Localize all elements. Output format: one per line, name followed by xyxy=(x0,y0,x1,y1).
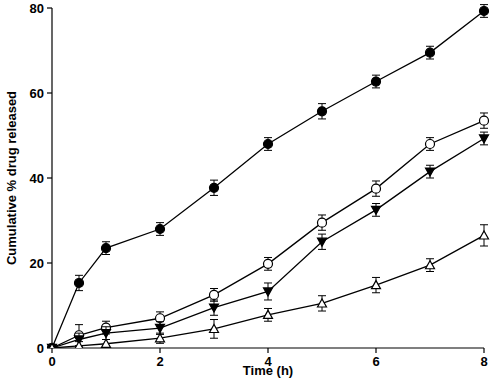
error-bar xyxy=(426,165,434,178)
series-line xyxy=(52,11,484,348)
y-tick xyxy=(47,177,52,178)
marker xyxy=(156,225,165,234)
error-bar xyxy=(156,333,164,343)
y-tick xyxy=(47,92,52,93)
marker xyxy=(210,183,219,192)
marker xyxy=(318,299,327,307)
x-tick-label: 0 xyxy=(48,354,55,369)
error-bar xyxy=(372,277,380,292)
x-axis-label: Time (h) xyxy=(243,363,293,378)
marker xyxy=(426,168,435,176)
series-line xyxy=(52,235,484,348)
marker xyxy=(426,48,435,57)
y-tick-label: 40 xyxy=(30,171,44,186)
series xyxy=(48,225,489,348)
marker xyxy=(210,324,219,332)
marker xyxy=(372,281,381,289)
x-tick-label: 2 xyxy=(156,354,163,369)
marker xyxy=(210,304,219,312)
series-line xyxy=(52,138,484,348)
error-bar xyxy=(264,138,272,151)
y-tick-label: 60 xyxy=(30,86,44,101)
marker xyxy=(318,218,327,227)
marker xyxy=(480,135,489,143)
error-bar xyxy=(318,215,326,230)
marker xyxy=(156,334,165,342)
chart: 02040608002468Time (h)Cumulative % drug … xyxy=(0,0,500,379)
marker xyxy=(480,6,489,15)
marker xyxy=(102,244,111,253)
marker xyxy=(102,339,111,347)
error-bar xyxy=(156,223,164,236)
series xyxy=(48,113,489,348)
marker xyxy=(480,116,489,125)
marker xyxy=(426,140,435,149)
marker xyxy=(102,330,111,338)
marker xyxy=(75,278,84,287)
error-bar xyxy=(372,75,380,88)
x-tick xyxy=(51,348,52,353)
series-line xyxy=(52,121,484,348)
marker xyxy=(210,290,219,299)
error-bar xyxy=(372,181,380,196)
x-tick xyxy=(375,348,376,353)
series xyxy=(48,132,489,348)
marker xyxy=(264,259,273,268)
chart-container: 02040608002468Time (h)Cumulative % drug … xyxy=(0,0,500,379)
marker xyxy=(480,231,489,239)
error-bar xyxy=(102,242,110,255)
marker xyxy=(264,310,273,318)
error-bar xyxy=(210,289,218,302)
error-bar xyxy=(75,342,83,348)
error-bar xyxy=(318,234,326,249)
x-tick xyxy=(483,348,484,353)
error-bar xyxy=(156,322,164,335)
error-bar xyxy=(210,180,218,195)
error-bar xyxy=(480,225,488,246)
y-tick xyxy=(47,262,52,263)
x-tick-label: 8 xyxy=(480,354,487,369)
marker xyxy=(264,288,273,296)
error-bar xyxy=(372,204,380,217)
series xyxy=(48,5,489,348)
y-tick xyxy=(47,7,52,8)
x-tick xyxy=(267,348,268,353)
y-axis-label: Cumulative % drug released xyxy=(4,91,19,265)
y-tick-label: 20 xyxy=(30,256,44,271)
error-bar xyxy=(480,113,488,128)
error-bar xyxy=(102,327,110,340)
error-bar xyxy=(480,5,488,18)
error-bar xyxy=(75,275,83,290)
error-bar xyxy=(480,132,488,145)
error-bar xyxy=(210,300,218,315)
error-bar xyxy=(264,257,272,270)
error-bar xyxy=(318,296,326,311)
x-tick-label: 6 xyxy=(372,354,379,369)
marker xyxy=(48,344,57,349)
error-bar xyxy=(426,138,434,151)
marker xyxy=(318,238,327,246)
marker xyxy=(318,107,327,116)
plot-area xyxy=(48,5,489,348)
error-bar xyxy=(426,259,434,272)
marker xyxy=(156,324,165,332)
marker xyxy=(372,77,381,86)
marker xyxy=(75,341,84,348)
error-bar xyxy=(426,46,434,59)
x-tick xyxy=(159,348,160,353)
y-tick-label: 0 xyxy=(37,341,44,356)
marker xyxy=(264,140,273,149)
marker xyxy=(372,184,381,193)
error-bar xyxy=(318,104,326,119)
error-bar xyxy=(210,320,218,339)
marker xyxy=(426,261,435,269)
error-bar xyxy=(264,308,272,321)
y-tick-label: 80 xyxy=(30,1,44,16)
error-bar xyxy=(264,283,272,300)
error-bar xyxy=(102,340,110,349)
marker xyxy=(372,206,381,214)
